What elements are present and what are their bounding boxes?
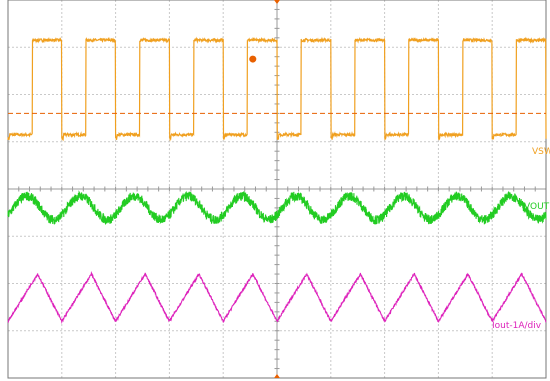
trigger-marker <box>249 55 257 63</box>
traces <box>7 36 547 325</box>
trigger-pointer-top <box>274 0 280 4</box>
trigger-pointer-bottom <box>274 374 280 378</box>
markers <box>8 0 546 378</box>
iout-channel-label: Iout-1A/div <box>492 321 542 331</box>
vout-trace <box>7 190 547 225</box>
vsw-trace <box>7 36 547 142</box>
vsw-channel-label: VSW <box>532 147 550 157</box>
iout-trace <box>7 270 547 325</box>
vout-channel-label: VOUT <box>524 202 550 212</box>
